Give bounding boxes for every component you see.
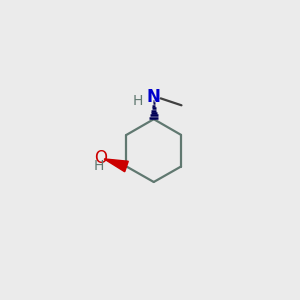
Text: H: H bbox=[132, 94, 143, 108]
Text: O: O bbox=[94, 149, 107, 167]
Polygon shape bbox=[104, 159, 128, 172]
Text: H: H bbox=[94, 159, 104, 173]
Text: N: N bbox=[147, 88, 161, 106]
